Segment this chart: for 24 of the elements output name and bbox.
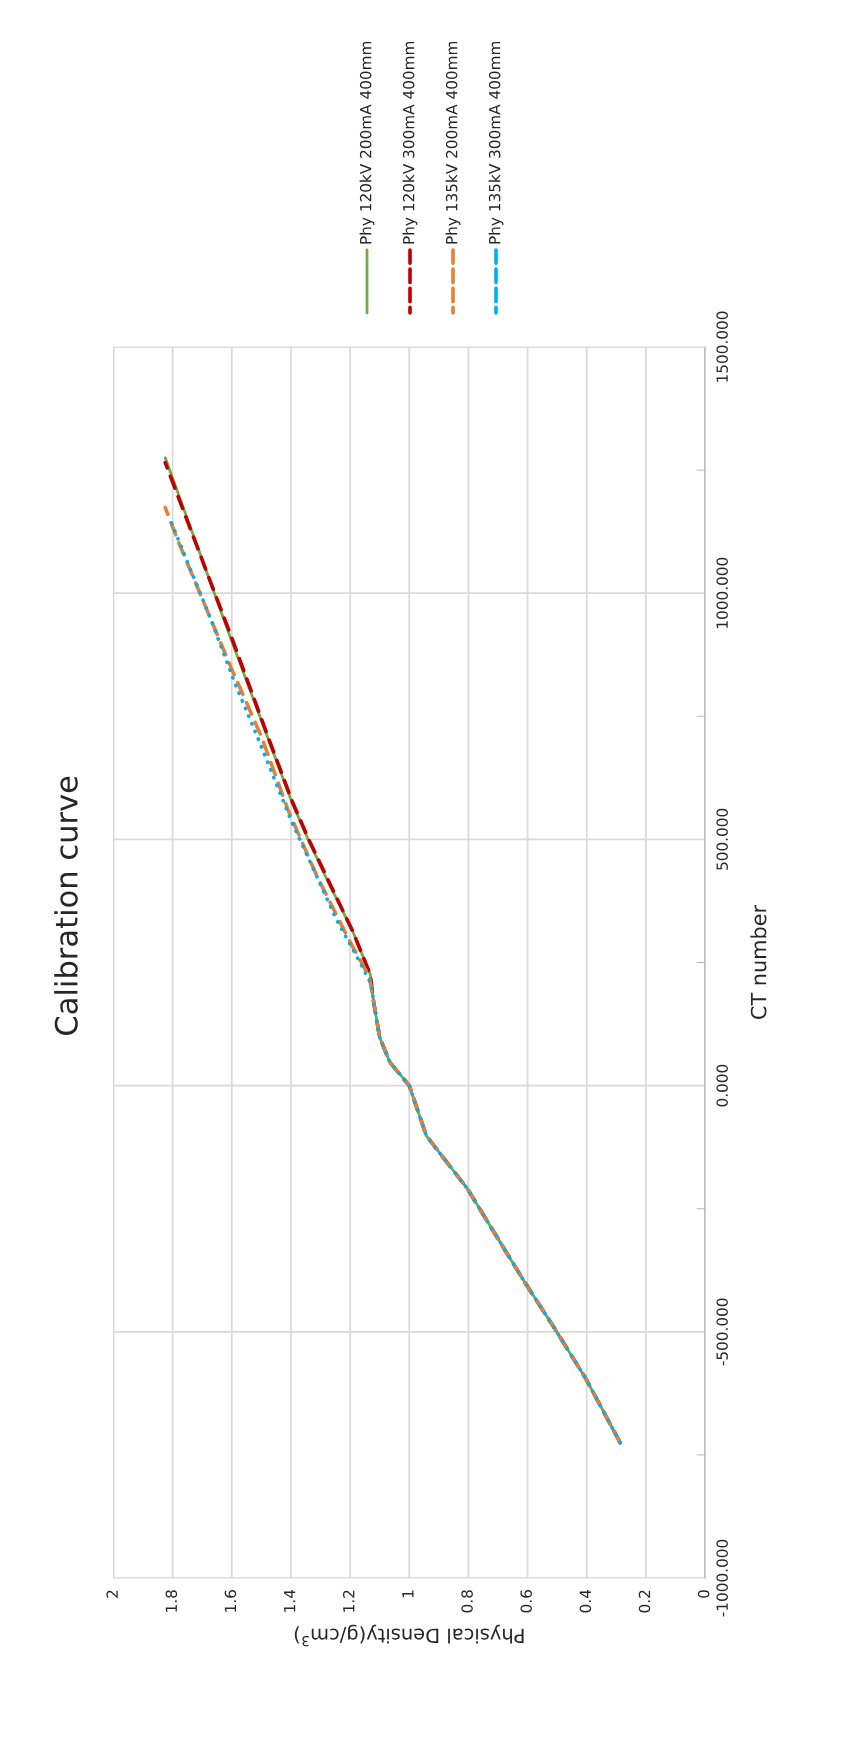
y-tick-label: 0.000	[716, 1064, 728, 1107]
x-tick-label: 1.4	[284, 1589, 296, 1612]
y-tick-label: 1000.000	[716, 557, 728, 628]
text: Phy 120kV 200mA 400mm	[359, 41, 375, 244]
text: Phy 135kV 200mA 400mm	[445, 41, 461, 244]
x-tick-label: 1.6	[224, 1590, 237, 1612]
x-tick-label: 0	[697, 1590, 710, 1598]
text: Phy 135kV 300mA 400mm	[488, 41, 504, 244]
x-tick-label: 1	[402, 1590, 414, 1598]
y-tick-label: -1000.000	[716, 1539, 728, 1617]
y-axis-title: CT number	[750, 904, 767, 1019]
text: Phy 120kV 300mA 400mm	[402, 41, 418, 244]
x-tick-label: 0.4	[579, 1589, 592, 1613]
x-tick-label: 0.6	[520, 1590, 532, 1613]
x-tick-label: 1.8	[165, 1590, 178, 1612]
y-tick-label: 500.000	[716, 808, 728, 870]
x-tick-label: 1.2	[342, 1590, 355, 1612]
y-tick-label: 1500.000	[716, 311, 728, 382]
x-tick-label: 2	[106, 1590, 118, 1598]
x-tick-label: 0.2	[638, 1590, 651, 1613]
text: Calibration curve	[54, 776, 78, 1035]
x-axis-title: Physical Density(g/cm$^{3}$)	[294, 1624, 524, 1647]
y-tick-label: -500.000	[716, 1298, 728, 1366]
x-tick-label: 0.8	[461, 1590, 473, 1613]
